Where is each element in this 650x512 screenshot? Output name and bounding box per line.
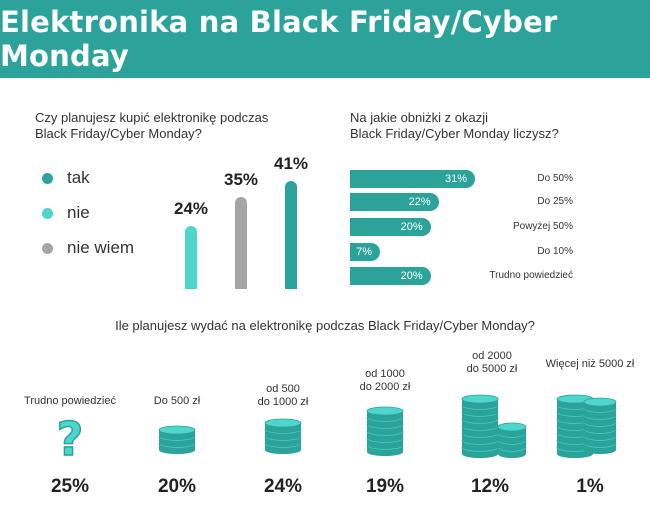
hbar-category-label: Do 50% — [537, 173, 573, 184]
bar-nie-wiem — [235, 196, 247, 289]
spend-category-label-2-line-1: od 500 — [266, 383, 300, 395]
hbar-category-label: Trudno powiedzieć — [489, 270, 573, 281]
spend-percentage: 1% — [576, 476, 604, 497]
coin-stack-icon — [264, 418, 302, 454]
hbar-category-label: Powyżej 50% — [512, 221, 573, 232]
question-2-line-2: Black Friday/Cyber Monday liczysz? — [350, 126, 559, 141]
spend-percentage: 25% — [50, 476, 90, 497]
bar-nie — [185, 225, 197, 289]
bar-value-label: 24% — [173, 198, 209, 218]
hbar-3: 7% — [350, 243, 380, 261]
legend-swatch-nie — [42, 207, 53, 219]
question-2-title: Na jakie obniżki z okazji Black Friday/C… — [350, 110, 640, 142]
spend-category-label-0: Trudno powiedzieć — [24, 395, 116, 407]
question-1-line-1: Czy planujesz kupić elektronikę podczas — [35, 110, 269, 125]
hbar-1: 22% — [350, 193, 439, 211]
bar-value-label: 41% — [273, 154, 309, 173]
question-1-title: Czy planujesz kupić elektronikę podczas … — [35, 110, 325, 142]
hbar-category-label: Do 25% — [537, 196, 573, 207]
bar-value-label: 35% — [223, 169, 259, 189]
spend-category-label-3-line-1: od 1000 — [365, 368, 405, 380]
hbar-category-label: Do 10% — [537, 246, 573, 257]
page-title: Elektronika na Black Friday/Cyber Monday — [0, 5, 558, 73]
bar-tak — [285, 181, 297, 289]
spend-percentage: 12% — [470, 476, 510, 497]
question-1-line-2: Black Friday/Cyber Monday? — [35, 126, 202, 141]
spend-category-label-3: od 1000 do 2000 zł — [330, 368, 440, 394]
question-2-line-1: Na jakie obniżki z okazji — [350, 110, 489, 125]
spend-category-label-4: od 2000 do 5000 zł — [437, 350, 547, 376]
spend-category-label-4-line-2: do 5000 zł — [466, 363, 518, 375]
question-3-title: Ile planujesz wydać na elektronikę podcz… — [115, 318, 535, 333]
coin-stack-icon — [366, 406, 404, 456]
legend-item-nie: nie — [42, 203, 90, 223]
hbar-0: 31% — [350, 170, 475, 188]
hbar-2: 20% — [350, 218, 431, 236]
legend-label-nie: nie — [67, 203, 90, 222]
header-banner: Elektronika na Black Friday/Cyber Monday — [0, 0, 650, 78]
question-mark-icon: ? — [57, 412, 84, 466]
legend-swatch-nie-wiem — [42, 242, 53, 254]
legend-swatch-tak — [42, 172, 53, 184]
legend-item-tak: tak — [42, 168, 90, 188]
legend-item-nie-wiem: nie wiem — [42, 238, 134, 258]
hbar-4: 20% — [350, 267, 431, 285]
coin-stack-icon — [556, 394, 594, 458]
spend-category-label-2-line-2: do 1000 zł — [257, 396, 309, 408]
coin-stack-icon — [497, 422, 527, 458]
spend-percentage: 20% — [157, 476, 197, 497]
spend-category-label-4-line-1: od 2000 — [472, 350, 512, 362]
legend-label-tak: tak — [67, 168, 90, 187]
spend-category-label-5: Więcej niż 5000 zł — [545, 358, 635, 370]
coin-stack-icon — [461, 394, 499, 458]
spend-percentage: 19% — [365, 476, 405, 497]
spend-category-label-2: od 500 do 1000 zł — [228, 383, 338, 409]
spend-category-label-1: Do 500 zł — [153, 395, 201, 407]
coin-stack-icon — [583, 397, 617, 454]
coin-stack-icon — [158, 425, 196, 454]
spend-category-label-3-line-2: do 2000 zł — [359, 381, 411, 393]
legend-label-nie-wiem: nie wiem — [67, 238, 135, 257]
spend-percentage: 24% — [263, 476, 303, 497]
